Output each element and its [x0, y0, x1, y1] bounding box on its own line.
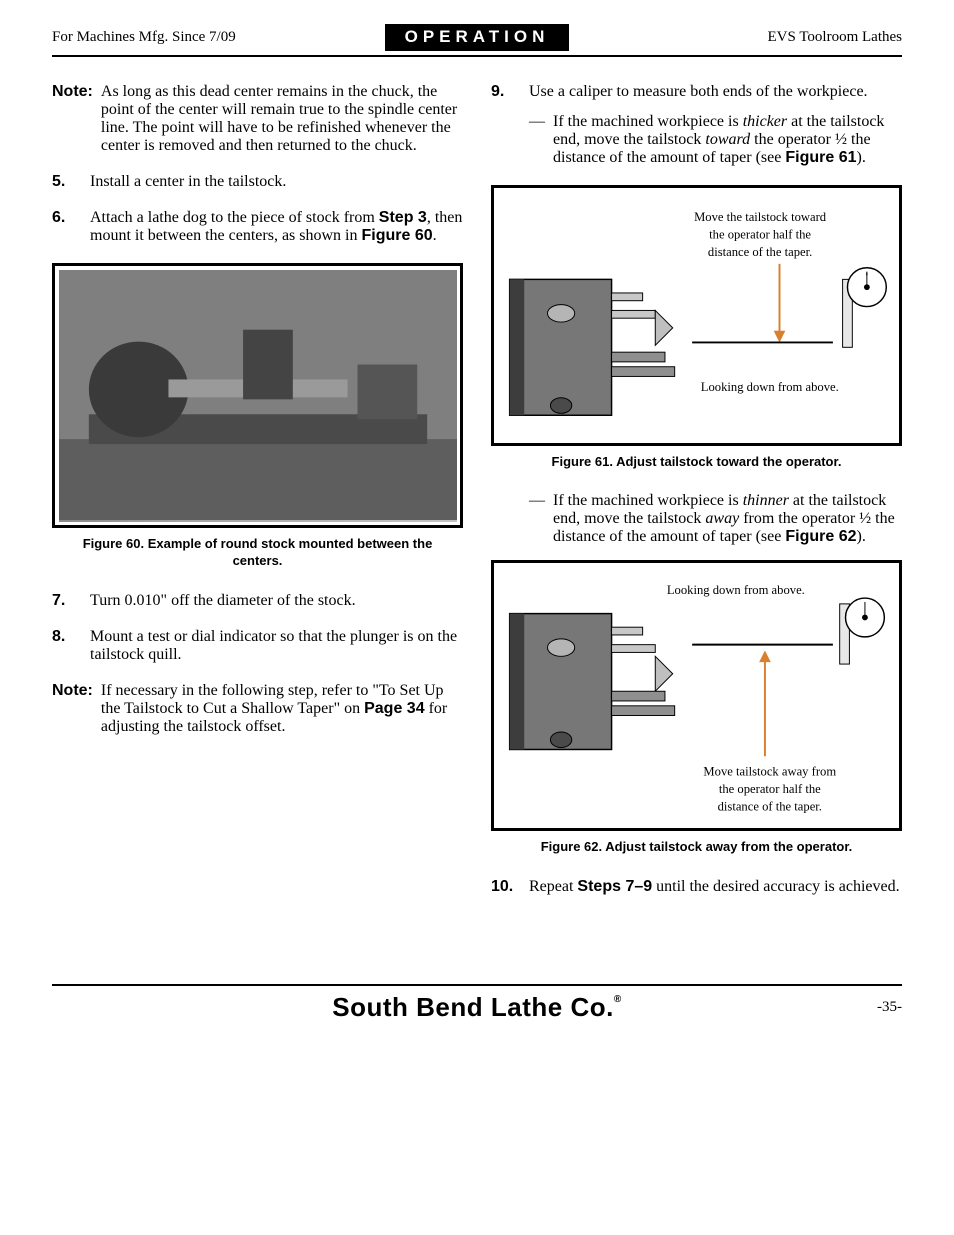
figure-62-frame: Looking down from above. [491, 560, 902, 830]
fig61-text-l2: the operator half the [709, 227, 811, 241]
fig61-text-l3: distance of the taper. [707, 245, 811, 259]
figure-62-caption: Figure 62. Adjust tailstock away from th… [501, 839, 892, 856]
chuck-body [509, 279, 611, 415]
fig61-text-l1: Move the tailstock toward [694, 210, 827, 224]
step-number: 7. [52, 592, 76, 610]
step-number: 9. [491, 83, 515, 167]
text: If the machined workpiece is [553, 113, 743, 130]
ref-steps-7-9: Steps 7–9 [577, 878, 652, 895]
text: If the machined workpiece is [553, 492, 743, 509]
step-body: Install a center in the tailstock. [90, 173, 463, 191]
figure-62-diagram: Looking down from above. [498, 567, 896, 824]
left-column: Note: As long as this dead center remain… [52, 83, 463, 914]
figure-61-frame: Move the tailstock toward the operator h… [491, 185, 902, 446]
fig62-text-l3: distance of the taper. [717, 800, 821, 814]
page-number: -35- [842, 999, 902, 1016]
step-number: 5. [52, 173, 76, 191]
figure-60-placeholder [59, 270, 457, 521]
step-7: 7. Turn 0.010" off the diameter of the s… [52, 592, 463, 610]
step-9: 9. Use a caliper to measure both ends of… [491, 83, 902, 167]
logo-text: South Bend Lathe Co. [332, 992, 614, 1022]
fig62-text-l1: Move tailstock away from [703, 765, 836, 779]
text: Use a caliper to measure both ends of th… [529, 83, 868, 100]
step-number: 6. [52, 209, 76, 245]
ref-figure-62: Figure 62 [785, 528, 856, 545]
fig62-text-l2: the operator half the [718, 782, 820, 796]
sub-body: If the machined workpiece is thicker at … [553, 113, 902, 167]
step-9-continued: — If the machined workpiece is thinner a… [491, 492, 902, 546]
text: . [433, 227, 437, 244]
fig61-text-bottom: Looking down from above. [700, 379, 838, 393]
ref-step-3: Step 3 [379, 209, 427, 226]
emph: thicker [743, 113, 787, 130]
step-body: Attach a lathe dog to the piece of stock… [90, 209, 463, 245]
ref-page-34: Page 34 [364, 700, 424, 717]
text: ). [857, 149, 866, 166]
page-header: For Machines Mfg. Since 7/09 OPERATION E… [52, 24, 902, 57]
ref-figure-60: Figure 60 [362, 227, 433, 244]
chuck-body [509, 614, 611, 750]
text: Attach a lathe dog to the piece of stock… [90, 209, 379, 226]
step-body: Repeat Steps 7–9 until the desired accur… [529, 878, 902, 896]
step-10: 10. Repeat Steps 7–9 until the desired a… [491, 878, 902, 896]
chuck-hole-bottom [550, 397, 571, 413]
note-2: Note: If necessary in the following step… [52, 682, 463, 736]
figure-61-diagram: Move the tailstock toward the operator h… [498, 192, 896, 440]
figure-60-frame [52, 263, 463, 528]
chuck-hole-top [547, 639, 574, 656]
step-9-sub-1: — If the machined workpiece is thicker a… [529, 113, 902, 167]
step-number: 10. [491, 878, 515, 896]
registered-icon: ® [614, 994, 622, 1005]
emph: away [705, 510, 739, 527]
note-body: As long as this dead center remains in t… [101, 83, 463, 155]
step-8: 8. Mount a test or dial indicator so tha… [52, 628, 463, 664]
emph: thinner [743, 492, 789, 509]
note-label: Note: [52, 682, 93, 736]
chuck-hole-bottom [550, 732, 571, 748]
text: ). [857, 528, 866, 545]
chuck-back [509, 614, 524, 750]
content-columns: Note: As long as this dead center remain… [52, 83, 902, 914]
step-number-spacer [491, 492, 515, 546]
emph: toward [705, 131, 750, 148]
step-9-sub-2: — If the machined workpiece is thinner a… [529, 492, 902, 546]
dash: — [529, 113, 545, 167]
step-body: Use a caliper to measure both ends of th… [529, 83, 902, 167]
step-5: 5. Install a center in the tailstock. [52, 173, 463, 191]
figure-61-caption: Figure 61. Adjust tailstock toward the o… [501, 454, 892, 471]
right-column: 9. Use a caliper to measure both ends of… [491, 83, 902, 914]
page-footer: South Bend Lathe Co.® -35- [52, 984, 902, 1023]
sub-body: If the machined workpiece is thinner at … [553, 492, 902, 546]
header-left: For Machines Mfg. Since 7/09 [52, 29, 385, 46]
figure-60-caption: Figure 60. Example of round stock mounte… [62, 536, 453, 570]
step-body: Mount a test or dial indicator so that t… [90, 628, 463, 664]
step-6: 6. Attach a lathe dog to the piece of st… [52, 209, 463, 245]
step-number: 8. [52, 628, 76, 664]
step-body: Turn 0.010" off the diameter of the stoc… [90, 592, 463, 610]
header-section-title: OPERATION [385, 24, 570, 51]
text: until the desired accuracy is achieved. [652, 878, 899, 895]
chuck-back [509, 279, 524, 415]
note-label: Note: [52, 83, 93, 155]
svg-text:0: 0 [865, 272, 867, 276]
step-body: — If the machined workpiece is thinner a… [529, 492, 902, 546]
chuck-hole-top [547, 304, 574, 321]
footer-logo: South Bend Lathe Co.® [112, 992, 842, 1023]
header-right: EVS Toolroom Lathes [569, 29, 902, 46]
ref-figure-61: Figure 61 [785, 149, 856, 166]
dash: — [529, 492, 545, 546]
text: Repeat [529, 878, 577, 895]
note-1: Note: As long as this dead center remain… [52, 83, 463, 155]
fig62-text-top: Looking down from above. [666, 583, 804, 597]
note-body: If necessary in the following step, refe… [101, 682, 463, 736]
figure-60-photo [59, 270, 457, 522]
